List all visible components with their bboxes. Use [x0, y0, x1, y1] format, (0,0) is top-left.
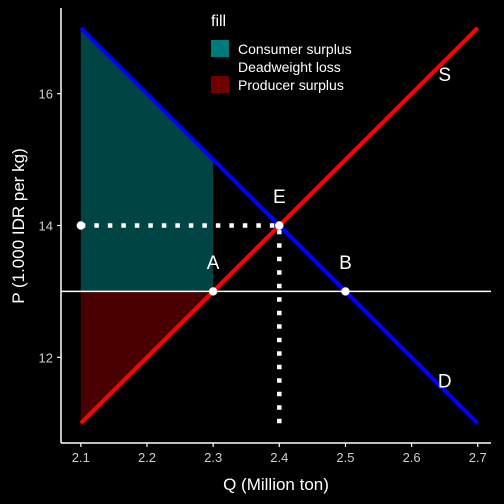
x-tick-label: 2.1 [72, 450, 90, 465]
x-tick-label: 2.4 [270, 450, 288, 465]
legend-swatch [211, 40, 229, 57]
point-annotations: E A B S D [207, 65, 452, 392]
legend-title: fill [211, 13, 226, 30]
point-A [208, 287, 218, 296]
legend-label: Producer surplus [238, 77, 344, 93]
x-tick-label: 2.6 [403, 450, 421, 465]
legend-swatch [211, 58, 229, 75]
y-axis-title: P (1.000 IDR per kg) [9, 148, 28, 304]
annotation-A: A [207, 253, 220, 274]
x-tick-label: 2.2 [138, 450, 156, 465]
x-ticks: 2.1 2.2 2.3 2.4 2.5 2.6 2.7 [72, 443, 487, 465]
x-tick-label: 2.3 [204, 450, 222, 465]
legend-entries: Consumer surplus Deadweight loss Producer … [211, 40, 352, 93]
legend-label: Consumer surplus [238, 41, 352, 57]
legend-swatch [211, 76, 229, 93]
y-ticks: 12 14 16 [39, 87, 61, 365]
x-tick-label: 2.7 [469, 450, 487, 465]
point-E [275, 221, 284, 230]
annotation-E: E [273, 187, 286, 208]
y-tick-label: 14 [39, 219, 53, 234]
y-tick-label: 12 [39, 350, 53, 365]
x-tick-label: 2.5 [336, 450, 354, 465]
legend-label: Deadweight loss [238, 59, 341, 75]
point-B [341, 287, 350, 296]
legend: fill Consumer surplus Deadweight loss Prod… [211, 13, 352, 93]
x-axis-title: Q (Million ton) [223, 475, 329, 494]
annotation-B: B [339, 253, 352, 274]
annotation-D: D [438, 371, 452, 392]
annotation-S: S [438, 65, 451, 86]
point-eq-start [76, 221, 86, 230]
marker-points [76, 221, 350, 296]
consumer-surplus-area [80, 27, 214, 292]
reference-lines [61, 223, 491, 424]
y-tick-label: 16 [39, 87, 53, 102]
